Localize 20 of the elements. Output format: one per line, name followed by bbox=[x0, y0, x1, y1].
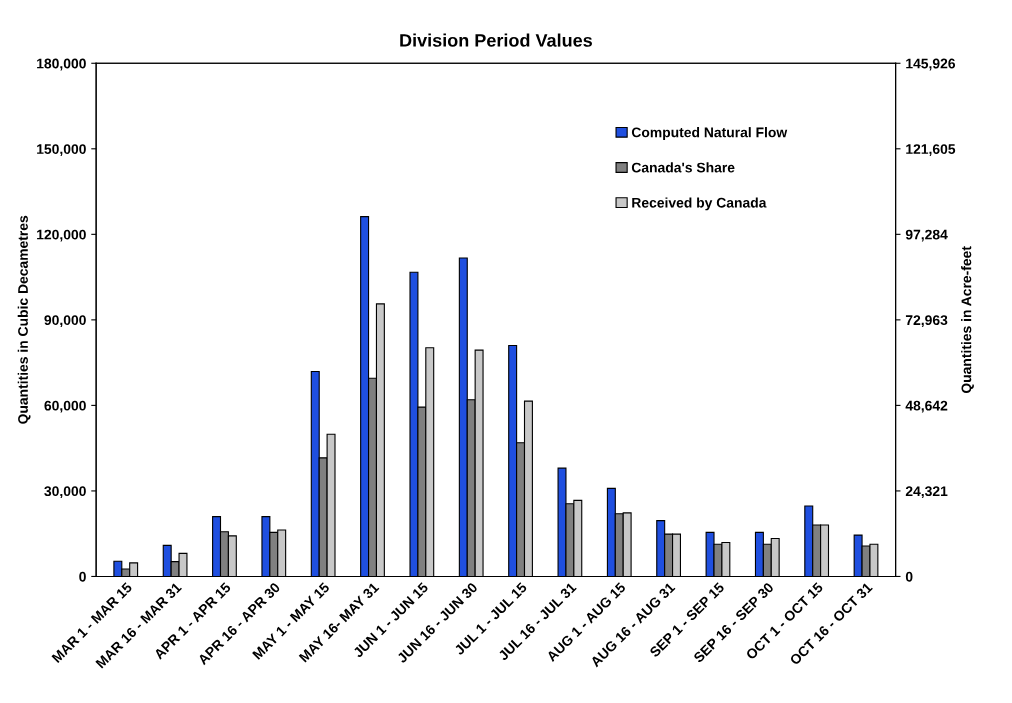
y2-axis-title: Quantities in Acre-feet bbox=[961, 246, 974, 394]
y-tick-label: 180,000 bbox=[37, 58, 86, 71]
y2-tick-label: 72,963 bbox=[905, 315, 948, 328]
y2-tick-label: 97,284 bbox=[905, 229, 948, 242]
y-tick-label: 60,000 bbox=[44, 400, 86, 413]
y-tick-label: 30,000 bbox=[44, 486, 86, 499]
y-tick-label: 0 bbox=[79, 571, 86, 582]
y-tick-label: 120,000 bbox=[37, 229, 86, 242]
y-axis-title: Quantities in Cubic Decametres bbox=[17, 215, 31, 424]
y2-tick-label: 145,926 bbox=[906, 58, 956, 71]
chart-title: Division Period Values bbox=[400, 33, 592, 47]
legend-label: Canada's Share bbox=[631, 162, 735, 173]
y2-tick-label: 24,321 bbox=[905, 486, 948, 499]
y2-tick-label: 121,605 bbox=[906, 144, 956, 156]
legend-label: Computed Natural Flow bbox=[631, 127, 788, 141]
y-tick-label: 90,000 bbox=[44, 315, 86, 328]
legend-label: Received by Canada bbox=[632, 197, 767, 211]
y2-tick-label: 0 bbox=[905, 571, 913, 582]
y2-tick-label: 48,642 bbox=[905, 400, 948, 413]
y-tick-label: 150,000 bbox=[37, 144, 86, 156]
